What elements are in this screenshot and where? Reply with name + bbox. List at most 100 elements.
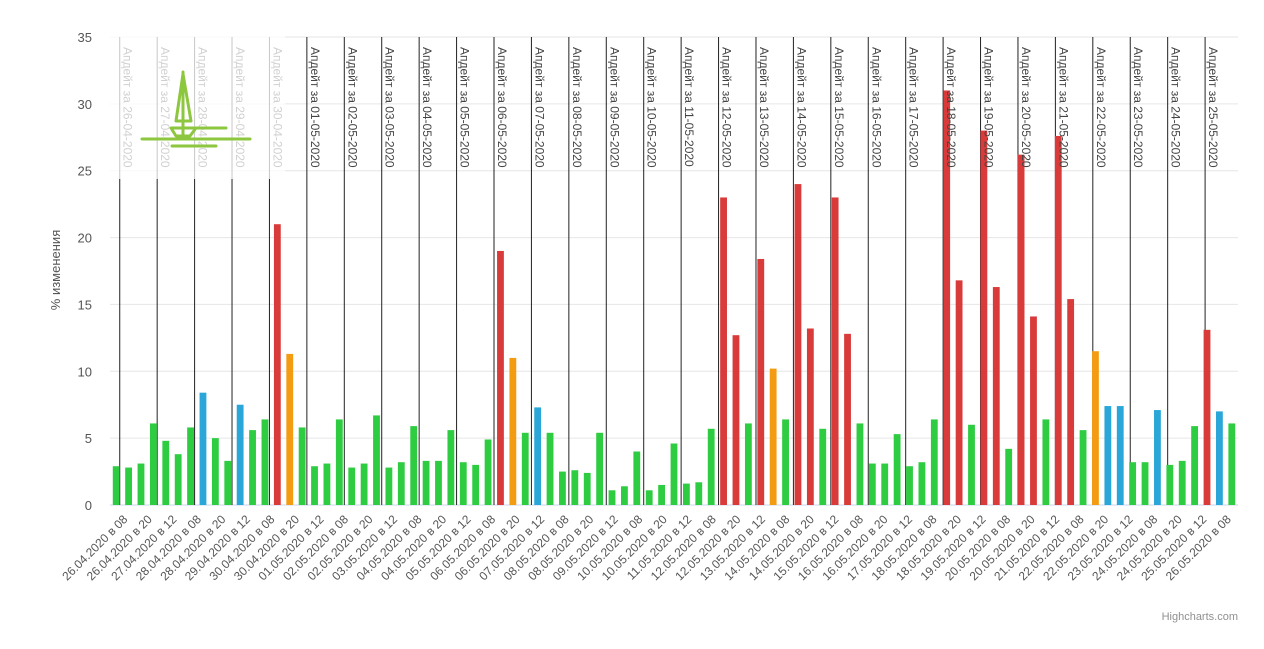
update-annotation-label: Апдейт за 10-05-2020	[645, 47, 659, 168]
bar[interactable]	[1030, 316, 1037, 505]
bar[interactable]	[1178, 460, 1186, 505]
bar[interactable]	[125, 467, 133, 505]
y-tick-label: 15	[78, 297, 92, 312]
bar[interactable]	[1054, 135, 1062, 505]
bar[interactable]	[806, 328, 814, 505]
bar[interactable]	[1017, 154, 1025, 505]
bar[interactable]	[682, 483, 690, 505]
bar[interactable]	[534, 407, 542, 505]
bar[interactable]	[162, 440, 170, 505]
bar[interactable]	[447, 430, 455, 505]
bar[interactable]	[311, 466, 318, 505]
bar[interactable]	[707, 428, 715, 505]
bar[interactable]	[695, 482, 703, 505]
bar[interactable]	[335, 419, 343, 505]
bar[interactable]	[273, 224, 281, 505]
bar[interactable]	[187, 427, 194, 505]
bar[interactable]	[893, 434, 901, 505]
bar[interactable]	[831, 197, 839, 505]
bar[interactable]	[1228, 423, 1236, 505]
bar[interactable]	[1067, 299, 1075, 505]
bar[interactable]	[211, 438, 219, 505]
bar[interactable]	[1203, 329, 1211, 505]
bar[interactable]	[906, 466, 913, 505]
bar[interactable]	[608, 490, 616, 505]
bar[interactable]	[1104, 406, 1112, 505]
bar[interactable]	[112, 466, 120, 505]
bar[interactable]	[720, 197, 727, 505]
bar[interactable]	[992, 287, 1000, 505]
bar[interactable]	[881, 463, 889, 505]
bar[interactable]	[819, 428, 827, 505]
bar[interactable]	[484, 439, 492, 505]
bar[interactable]	[559, 471, 566, 505]
bar[interactable]	[472, 464, 480, 505]
y-tick-label: 25	[78, 164, 92, 179]
bar[interactable]	[670, 443, 678, 505]
bar[interactable]	[1141, 462, 1149, 505]
bar[interactable]	[422, 460, 430, 505]
bar[interactable]	[844, 333, 851, 505]
bar[interactable]	[397, 462, 405, 505]
bar[interactable]	[435, 460, 442, 505]
bar[interactable]	[930, 419, 938, 505]
bar[interactable]	[1215, 411, 1223, 505]
bar[interactable]	[980, 130, 988, 505]
update-annotation-label: Апдейт за 17-05-2020	[907, 47, 921, 168]
bar[interactable]	[856, 423, 864, 505]
bar[interactable]	[757, 258, 765, 505]
bar[interactable]	[249, 430, 256, 505]
bar[interactable]	[410, 426, 418, 505]
bar[interactable]	[1154, 410, 1161, 505]
bar[interactable]	[1129, 462, 1137, 505]
update-annotation-label: Апдейт за 19-05-2020	[982, 47, 996, 168]
bar[interactable]	[1005, 448, 1013, 505]
bar[interactable]	[744, 423, 752, 505]
bar[interactable]	[658, 484, 666, 505]
bar[interactable]	[868, 463, 876, 505]
bar[interactable]	[137, 463, 145, 505]
bar[interactable]	[943, 90, 951, 505]
bar[interactable]	[918, 462, 926, 505]
bar[interactable]	[236, 404, 244, 505]
bar[interactable]	[323, 463, 331, 505]
bar[interactable]	[385, 467, 393, 505]
bar[interactable]	[348, 467, 356, 505]
bar[interactable]	[199, 392, 207, 505]
bar[interactable]	[509, 357, 517, 505]
bar[interactable]	[1079, 430, 1087, 505]
bar[interactable]	[224, 460, 232, 505]
bar[interactable]	[571, 470, 579, 505]
bar[interactable]	[286, 353, 294, 505]
bar[interactable]	[497, 250, 504, 505]
bar[interactable]	[1042, 419, 1050, 505]
credits-link[interactable]: Highcharts.com	[1162, 611, 1238, 623]
bar[interactable]	[149, 423, 157, 505]
bar[interactable]	[732, 335, 740, 505]
bar[interactable]	[621, 486, 628, 505]
bar[interactable]	[645, 490, 653, 505]
bar[interactable]	[583, 472, 591, 505]
bar[interactable]	[521, 432, 529, 505]
bar[interactable]	[459, 462, 467, 505]
bar[interactable]	[1092, 351, 1099, 505]
bar[interactable]	[794, 184, 802, 506]
bar[interactable]	[546, 432, 554, 505]
bar[interactable]	[261, 419, 269, 505]
update-annotation-label: Апдейт за 20-05-2020	[1019, 47, 1033, 168]
bar[interactable]	[298, 427, 306, 505]
bar[interactable]	[968, 424, 975, 505]
bar[interactable]	[596, 432, 604, 505]
update-annotation-label: Апдейт за 09-05-2020	[607, 47, 621, 168]
bar[interactable]	[769, 368, 777, 505]
bar[interactable]	[1166, 464, 1174, 505]
bar[interactable]	[174, 454, 182, 505]
bar[interactable]	[360, 463, 368, 505]
update-annotation-label: Апдейт за 16-05-2020	[869, 47, 883, 168]
bar[interactable]	[373, 415, 380, 505]
bar[interactable]	[1191, 426, 1199, 505]
bar[interactable]	[1116, 406, 1124, 505]
bar[interactable]	[782, 419, 789, 505]
bar[interactable]	[955, 280, 963, 505]
bar[interactable]	[633, 451, 641, 505]
